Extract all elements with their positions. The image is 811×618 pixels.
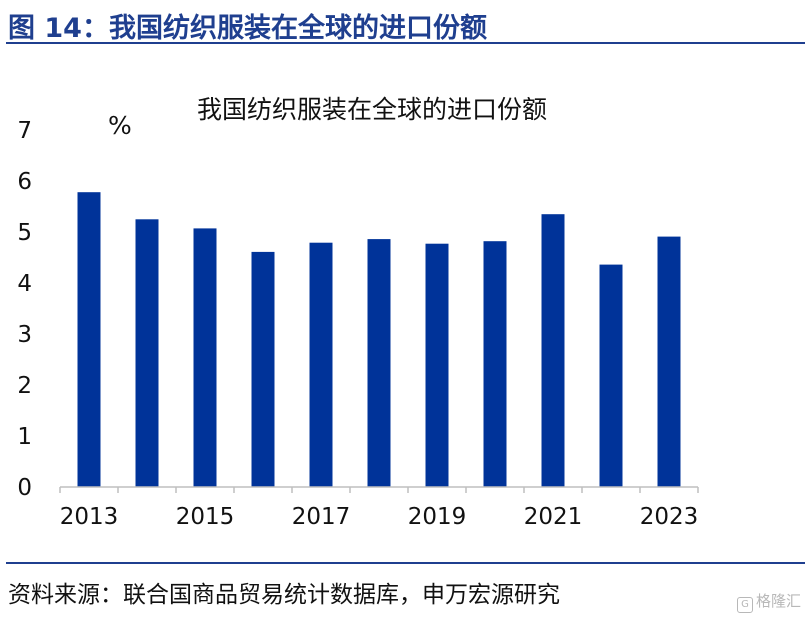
y-tick-label: 2 <box>17 373 32 399</box>
y-tick-label: 6 <box>17 169 32 195</box>
bars <box>77 192 681 488</box>
watermark-text: 格隆汇 <box>755 592 801 610</box>
watermark-logo-icon: G <box>736 597 753 613</box>
bar <box>483 241 507 487</box>
x-tick-label: 2021 <box>524 504 583 530</box>
y-tick-label: 3 <box>17 322 32 348</box>
bar <box>657 236 681 487</box>
y-axis-unit-label: % <box>108 111 132 140</box>
x-axis: 2013 2015 2017 2019 2021 2023 <box>59 486 699 530</box>
watermark: G 格隆汇 <box>736 590 801 613</box>
bar <box>367 239 391 487</box>
y-axis: 0 1 2 3 4 5 6 7 <box>17 118 32 501</box>
x-tick-label: 2023 <box>640 504 699 530</box>
x-tick-label: 2017 <box>292 504 351 530</box>
bar <box>425 243 449 487</box>
bar <box>599 264 623 487</box>
x-tick-label: 2019 <box>408 504 467 530</box>
y-tick-label: 0 <box>17 475 32 501</box>
bar <box>193 228 217 487</box>
bar <box>309 242 333 487</box>
bar <box>251 251 275 487</box>
bar <box>541 214 565 487</box>
source-note: 资料来源：联合国商品贸易统计数据库，申万宏源研究 <box>8 582 560 608</box>
figure-title: 图 14：我国纺织服装在全球的进口份额 <box>8 13 487 44</box>
top-divider <box>6 42 805 44</box>
bar <box>77 192 101 487</box>
y-tick-label: 4 <box>17 271 32 297</box>
bar <box>135 219 159 488</box>
x-tick-label: 2013 <box>60 504 119 530</box>
chart-title: 我国纺织服装在全球的进口份额 <box>197 95 547 124</box>
bottom-divider <box>6 562 805 564</box>
y-tick-label: 7 <box>17 118 32 144</box>
y-tick-label: 1 <box>17 424 32 450</box>
y-tick-label: 5 <box>17 220 32 246</box>
x-tick-label: 2015 <box>176 504 235 530</box>
